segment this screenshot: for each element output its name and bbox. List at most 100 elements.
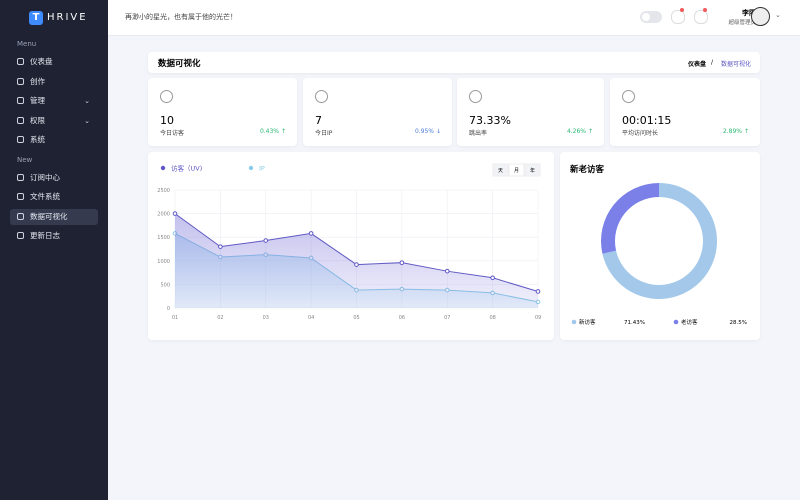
range-button[interactable] <box>492 163 509 177</box>
menu-icon <box>17 193 24 200</box>
menu-icon <box>17 173 24 181</box>
page-header: 数据可视化 仪表盘 / 数据可视化 <box>148 52 760 73</box>
area <box>175 213 538 308</box>
user-role: 超级管理员 <box>728 20 756 26</box>
range-button-label[interactable]: 天 <box>498 168 503 174</box>
menu-label: 权限 <box>30 115 45 125</box>
menu-item[interactable]: 订阅中心 <box>10 170 98 186</box>
y-tick-label: 2500 <box>157 188 170 194</box>
legend-label[interactable]: IP <box>259 165 265 173</box>
legend-marker <box>673 319 679 325</box>
menu-label: 文件系统 <box>30 192 60 201</box>
stat-icon <box>469 90 482 103</box>
range-button-label[interactable]: 月 <box>514 168 519 174</box>
chevron: ⌄ <box>84 116 90 125</box>
legend-label: 老访客 <box>681 318 698 326</box>
range-button[interactable] <box>524 163 541 177</box>
menu-label: 订阅中心 <box>30 172 60 182</box>
stat-value: 00:01:15 <box>622 114 672 127</box>
stat-value: 73.33% <box>469 114 511 127</box>
avatar[interactable] <box>751 7 770 26</box>
stat-label: 平均访问时长 <box>622 130 659 137</box>
point <box>172 211 178 216</box>
section-title: Menu <box>17 40 37 48</box>
sidebar: T HRIVE Menu 仪表盘 创作 管理 ⌄ 权限 ⌄ 系统 New 订阅中心 文件系统 数据可视… <box>0 0 108 500</box>
point <box>490 275 495 281</box>
menu-item[interactable]: 仪表盘 <box>10 54 98 70</box>
range-button-label[interactable]: 年 <box>530 167 535 174</box>
point <box>535 289 541 294</box>
logo: HRIVE <box>47 12 88 23</box>
legend-marker[interactable] <box>248 165 254 171</box>
stat-icon <box>315 90 328 103</box>
stat-value: 7 <box>315 114 322 127</box>
value-label: 71.43% <box>624 320 645 326</box>
x-tick-label: 08 <box>489 315 495 321</box>
point <box>444 268 450 274</box>
stat-change: 0.43% <box>259 128 279 135</box>
x-tick-label: 06 <box>399 315 405 321</box>
menu-icon <box>17 58 24 65</box>
menu-icon <box>17 97 24 104</box>
point <box>218 244 223 249</box>
chevron: ⌄ <box>84 97 90 105</box>
stat-change: 2.89% <box>722 128 742 135</box>
stat-trend: ↑ <box>743 128 749 135</box>
stat-value: 10 <box>160 114 174 127</box>
menu-icon <box>17 212 24 220</box>
point <box>354 262 359 267</box>
menu-item[interactable]: 系统 <box>10 132 98 148</box>
donut-segment <box>600 183 659 254</box>
x-tick-label: 02 <box>217 315 223 321</box>
y-tick-label: 1500 <box>157 235 170 241</box>
stat-trend: ↓ <box>435 128 441 135</box>
stat-label: 今日IP <box>315 130 333 137</box>
point <box>263 238 269 243</box>
stat-change: 0.95% <box>414 128 434 135</box>
y-tick-label: 500 <box>160 282 170 288</box>
message-button[interactable] <box>694 8 708 24</box>
legend-marker <box>571 319 577 325</box>
menu-item[interactable]: 管理 ⌄ <box>10 93 98 109</box>
legend-marker[interactable] <box>160 165 166 171</box>
stat-change: 4.26% <box>566 128 586 135</box>
menu-item[interactable]: 创作 <box>10 74 98 90</box>
chart-title: 新老访客 <box>570 164 605 175</box>
notification-button[interactable] <box>671 8 685 24</box>
breadcrumb-item[interactable]: 仪表盘 <box>688 61 707 68</box>
menu-label: 创作 <box>30 76 45 86</box>
legend-label: 新访客 <box>579 318 596 326</box>
stat-icon <box>160 90 173 103</box>
stat-label: 跳出率 <box>469 130 488 137</box>
theme-toggle[interactable] <box>640 11 662 23</box>
breadcrumb-item: 数据可视化 <box>721 61 752 68</box>
menu-item[interactable]: 权限 ⌄ <box>10 113 98 129</box>
menu-icon <box>17 232 24 239</box>
page-title: 数据可视化 <box>158 59 201 69</box>
menu-item[interactable]: 更新日志 <box>10 228 98 244</box>
stat-label: 今日访客 <box>160 130 185 137</box>
menu-label: 数据可视化 <box>30 211 68 221</box>
user-menu-chevron[interactable]: ⌄ <box>775 11 781 19</box>
menu-label: 仪表盘 <box>30 57 53 66</box>
menu-item[interactable]: 文件系统 <box>10 189 98 205</box>
menu-item[interactable]: 数据可视化 <box>10 208 98 225</box>
stat-trend: ↑ <box>587 128 593 135</box>
y-tick-label: 0 <box>167 306 170 312</box>
menu-label: 管理 <box>30 96 45 105</box>
section-title: New <box>17 155 33 164</box>
y-tick-label: 1000 <box>157 259 170 265</box>
range-button[interactable] <box>508 163 525 177</box>
x-tick-label: 09 <box>535 315 541 321</box>
x-tick-label: 07 <box>444 315 450 321</box>
menu-icon <box>17 136 24 143</box>
point <box>308 231 314 236</box>
stat-card: 73.33% 跳出率 4.26% ↑ <box>457 78 604 146</box>
stat-card: 7 今日IP 0.95% ↓ <box>303 78 452 146</box>
menu-label: 系统 <box>30 135 45 144</box>
stat-trend: ↑ <box>280 128 286 135</box>
legend-label[interactable]: 访客（UV) <box>171 164 202 173</box>
x-tick-label: 04 <box>308 315 314 321</box>
breadcrumb-separator: / <box>711 59 714 66</box>
